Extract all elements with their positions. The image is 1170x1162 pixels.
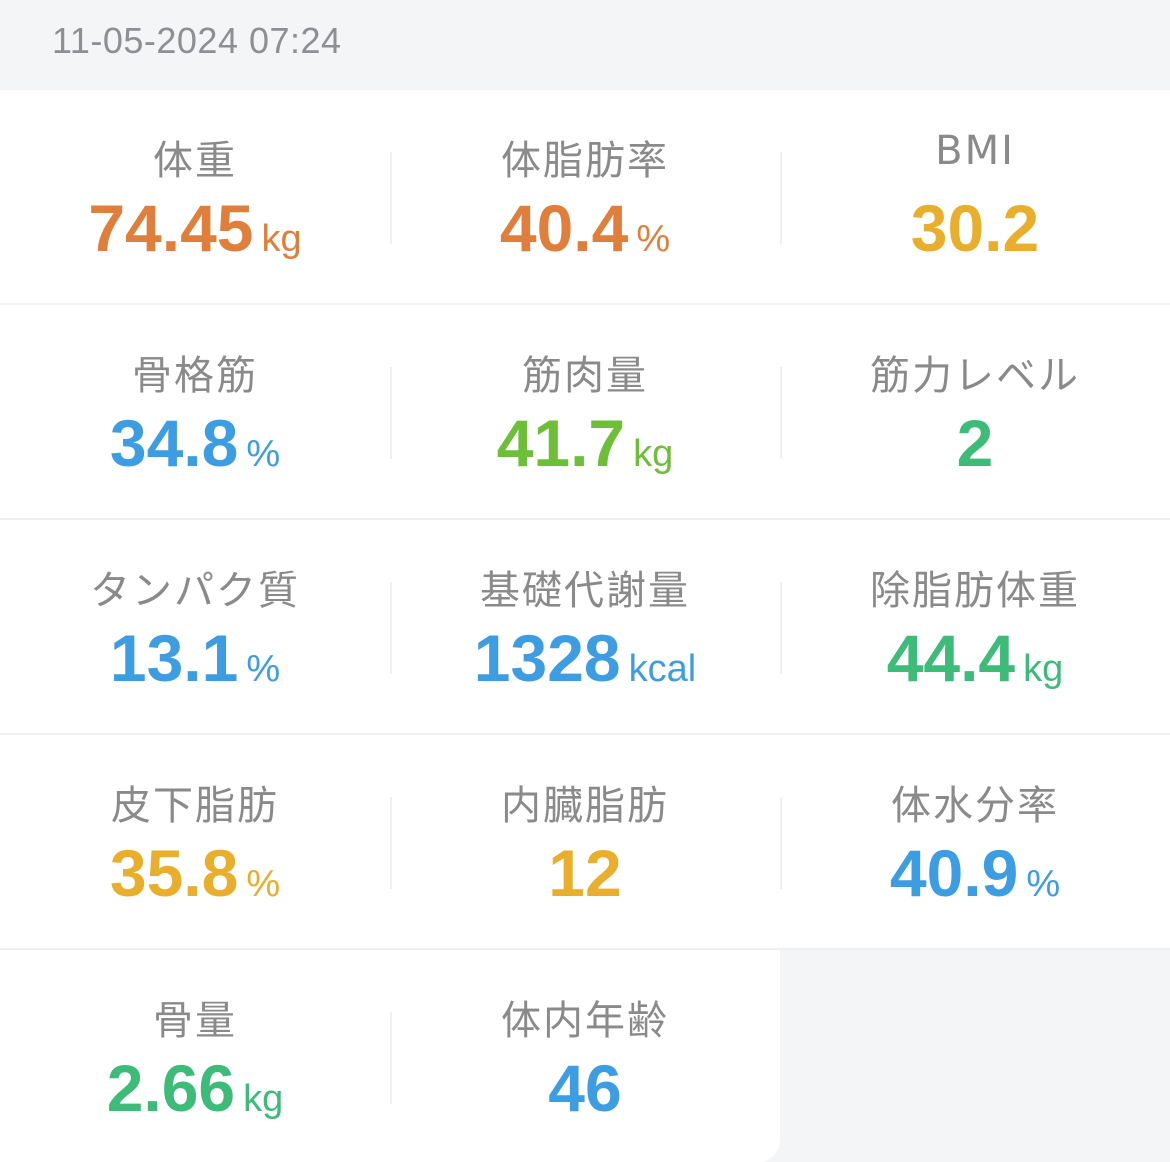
metric-unit: kg	[1023, 648, 1064, 690]
metric-visceral-fat[interactable]: 内臓脂肪 12	[390, 735, 780, 948]
metric-value: 1328	[473, 621, 621, 695]
metric-unit: %	[246, 863, 281, 905]
metric-label: 筋力レベル	[870, 353, 1080, 399]
metric-unit: %	[246, 648, 281, 690]
metric-value: 46	[548, 1051, 622, 1125]
metric-value: 13.1	[109, 621, 239, 695]
metric-unit: kg	[633, 433, 674, 475]
metric-muscle-level[interactable]: 筋力レベル 2	[780, 305, 1170, 518]
metric-bmr[interactable]: 基礎代謝量 1328 kcal	[390, 520, 780, 733]
metric-label: 体脂肪率	[501, 138, 669, 184]
metric-value: 12	[548, 836, 622, 910]
metrics-row: タンパク質 13.1% 基礎代謝量 1328 kcal 除脂肪体重 44.4 kg	[0, 520, 1170, 735]
metric-label: 筋肉量	[522, 353, 648, 399]
metrics-row: 骨量 2.66 kg 体内年齢 46	[0, 950, 780, 1162]
metric-label: 皮下脂肪	[111, 783, 279, 829]
metrics-row: 皮下脂肪 35.8% 内臓脂肪 12 体水分率 40.9%	[0, 735, 1170, 950]
metric-label: 骨量	[153, 998, 237, 1044]
metric-label: 体内年齢	[501, 998, 669, 1044]
metric-body-age[interactable]: 体内年齢 46	[390, 950, 780, 1162]
metric-value: 30.2	[910, 191, 1040, 265]
metric-unit: %	[636, 218, 671, 260]
metric-label: BMI	[935, 128, 1015, 174]
metric-value: 35.8	[109, 836, 239, 910]
metric-unit: kg	[243, 1078, 284, 1120]
metric-label: 体重	[153, 138, 237, 184]
metric-value: 40.4	[499, 191, 629, 265]
metrics-grid: 体重 74.45 kg 体脂肪率 40.4% BMI 30.2 骨格筋 34.8%…	[0, 90, 1170, 1162]
metric-label: 内臓脂肪	[501, 783, 669, 829]
metric-lean-body-mass[interactable]: 除脂肪体重 44.4 kg	[780, 520, 1170, 733]
metric-label: 骨格筋	[132, 353, 258, 399]
metric-value: 2	[956, 406, 994, 480]
metric-unit: %	[1026, 863, 1061, 905]
metric-subcutaneous-fat[interactable]: 皮下脂肪 35.8%	[0, 735, 390, 948]
metric-unit: kcal	[628, 648, 697, 690]
metric-value: 44.4	[886, 621, 1016, 695]
metric-value: 74.45	[88, 191, 254, 265]
metric-value: 41.7	[496, 406, 626, 480]
measurement-timestamp: 11-05-2024 07:24	[52, 20, 342, 61]
metric-body-fat[interactable]: 体脂肪率 40.4%	[390, 90, 780, 303]
metric-muscle-mass[interactable]: 筋肉量 41.7 kg	[390, 305, 780, 518]
metrics-row: 骨格筋 34.8% 筋肉量 41.7 kg 筋力レベル 2	[0, 305, 1170, 520]
metric-value: 34.8	[109, 406, 239, 480]
metric-label: 体水分率	[891, 783, 1059, 829]
metric-protein[interactable]: タンパク質 13.1%	[0, 520, 390, 733]
metric-value: 40.9	[889, 836, 1019, 910]
metric-bone-mass[interactable]: 骨量 2.66 kg	[0, 950, 390, 1162]
metric-skeletal-muscle[interactable]: 骨格筋 34.8%	[0, 305, 390, 518]
metric-body-water[interactable]: 体水分率 40.9%	[780, 735, 1170, 948]
metrics-row: 体重 74.45 kg 体脂肪率 40.4% BMI 30.2	[0, 90, 1170, 305]
metric-bmi[interactable]: BMI 30.2	[780, 90, 1170, 303]
metric-label: 基礎代謝量	[480, 568, 690, 614]
metric-weight[interactable]: 体重 74.45 kg	[0, 90, 390, 303]
metric-value: 2.66	[106, 1051, 236, 1125]
metric-unit: kg	[261, 218, 302, 260]
metric-label: 除脂肪体重	[870, 568, 1080, 614]
metric-label: タンパク質	[90, 568, 300, 614]
metric-unit: %	[246, 433, 281, 475]
